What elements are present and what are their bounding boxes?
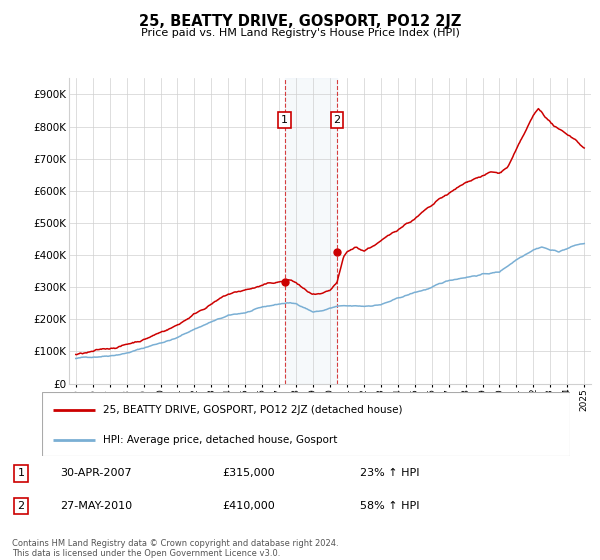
Text: 25, BEATTY DRIVE, GOSPORT, PO12 2JZ: 25, BEATTY DRIVE, GOSPORT, PO12 2JZ <box>139 14 461 29</box>
Text: 58% ↑ HPI: 58% ↑ HPI <box>360 501 419 511</box>
Text: 2: 2 <box>17 501 25 511</box>
Bar <box>285 78 337 384</box>
Text: 30-APR-2007: 30-APR-2007 <box>60 468 131 478</box>
Text: 27-MAY-2010: 27-MAY-2010 <box>60 501 132 511</box>
Text: 2: 2 <box>334 115 341 125</box>
Text: Contains HM Land Registry data © Crown copyright and database right 2024.: Contains HM Land Registry data © Crown c… <box>12 539 338 548</box>
Text: This data is licensed under the Open Government Licence v3.0.: This data is licensed under the Open Gov… <box>12 549 280 558</box>
Text: £315,000: £315,000 <box>222 468 275 478</box>
Text: Price paid vs. HM Land Registry's House Price Index (HPI): Price paid vs. HM Land Registry's House … <box>140 28 460 38</box>
FancyBboxPatch shape <box>42 392 570 456</box>
Text: 25, BEATTY DRIVE, GOSPORT, PO12 2JZ (detached house): 25, BEATTY DRIVE, GOSPORT, PO12 2JZ (det… <box>103 405 402 415</box>
Text: 23% ↑ HPI: 23% ↑ HPI <box>360 468 419 478</box>
Text: 1: 1 <box>17 468 25 478</box>
Text: HPI: Average price, detached house, Gosport: HPI: Average price, detached house, Gosp… <box>103 435 337 445</box>
Text: 1: 1 <box>281 115 288 125</box>
Text: £410,000: £410,000 <box>222 501 275 511</box>
